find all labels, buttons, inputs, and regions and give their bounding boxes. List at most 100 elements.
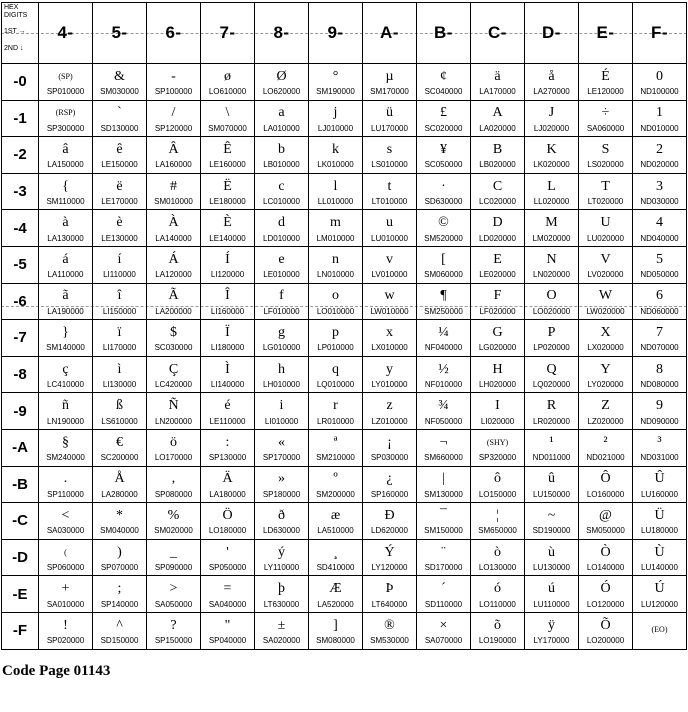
grid-cell: E LE020000: [470, 245, 525, 284]
grid-cell: Ô LO160000: [578, 465, 633, 504]
cell-char: Õ: [600, 617, 611, 633]
grid-cell: ú LU110000: [524, 575, 579, 613]
cell-code: LK010000: [317, 160, 354, 170]
cell-code: SD150000: [100, 636, 139, 646]
cell-char: ,: [171, 471, 176, 487]
cell-code: LU020000: [587, 233, 624, 243]
grid-cell: k LK010000: [308, 136, 363, 174]
cell-code: LG020000: [478, 343, 517, 353]
cell-char: ¶: [440, 288, 447, 304]
cell-code: SP120000: [154, 123, 193, 133]
cell-char: µ: [385, 68, 394, 84]
cell-char: ]: [333, 617, 338, 633]
cell-code: LI120000: [210, 270, 245, 280]
grid-cell: ' SP050000: [200, 538, 255, 577]
cell-code: SP110000: [47, 489, 84, 499]
grid-cell: + SA010000: [38, 575, 93, 613]
cell-code: LO190000: [478, 636, 517, 646]
grid-cell: » SP180000: [254, 465, 309, 504]
cell-char: r: [333, 398, 338, 414]
grid-cell: Y LY020000: [578, 355, 633, 394]
cell-code: LI140000: [210, 380, 245, 390]
cell-code: SD190000: [532, 526, 571, 536]
grid-cell: _ SP090000: [146, 538, 201, 577]
table-row: -D(SP060000) SP070000 _ SP090000 ' SP050000 ý L…: [1, 538, 687, 577]
cell-code: LP020000: [533, 343, 570, 353]
cell-code: ND011000: [532, 453, 571, 463]
cell-code: LW020000: [586, 306, 625, 316]
grid-cell: 1 ND010000: [632, 99, 687, 138]
cell-char: 6: [656, 288, 663, 304]
cell-code: SC040000: [424, 87, 463, 97]
grid-cell: ¥ SC050000: [416, 136, 471, 174]
grid-cell: V LV020000: [578, 245, 633, 284]
cell-code: SD130000: [100, 123, 139, 133]
cell-char: L: [547, 178, 556, 194]
cell-code: LV010000: [371, 270, 408, 280]
cell-code: SM040000: [100, 526, 139, 536]
cell-code: LU170000: [371, 123, 408, 133]
cell-code: LN020000: [533, 270, 570, 280]
cell-code: LD010000: [263, 233, 300, 243]
cell-char: F: [493, 288, 502, 304]
grid-cell: c LC010000: [254, 172, 309, 211]
grid-cell: ¹ ND011000: [524, 428, 579, 467]
cell-char: 8: [656, 361, 663, 377]
grid-cell: (SP) SP010000: [38, 63, 93, 101]
grid-cell: Á LA120000: [146, 245, 201, 284]
cell-code: LI010000: [264, 416, 299, 426]
row-header-1: -1: [1, 99, 39, 138]
grid-cell: 2 ND020000: [632, 136, 687, 174]
cell-code: LB020000: [479, 160, 516, 170]
cell-code: LT630000: [263, 599, 300, 609]
row-header-8: -8: [1, 355, 39, 394]
cell-char: V: [600, 251, 611, 267]
grid-cell: = SA040000: [200, 575, 255, 613]
table-row: -9 ñ LN190000 ß LS610000 Ñ LN200000 é LE110000 i L…: [1, 392, 687, 430]
grid-cell: í LI110000: [92, 245, 147, 284]
grid-cell: Æ LA520000: [308, 575, 363, 613]
grid-cell: Þ LT640000: [362, 575, 417, 613]
table-row: -5 á LA110000 í LI110000 Á LA120000 Í LI120000 e L…: [1, 245, 687, 284]
cell-char: u: [386, 215, 393, 231]
cell-char: Å: [114, 471, 125, 487]
cell-code: SA040000: [208, 599, 247, 609]
cell-char: ·: [441, 178, 446, 194]
cell-code: LU130000: [533, 563, 570, 573]
grid-cell: s LS010000: [362, 136, 417, 174]
cell-code: LL010000: [317, 197, 354, 207]
cell-char: (SP): [58, 71, 73, 81]
grid-cell: ¼ NF040000: [416, 319, 471, 357]
cell-code: SP060000: [46, 563, 85, 573]
cell-code: ND090000: [640, 416, 679, 426]
cell-code: LC410000: [47, 380, 84, 390]
code-page-table: HEX DIGITS 1ST → 2ND ↓ 4- 5- 6- 7- 8- 9- A- B- C…: [1, 2, 687, 650]
cell-char: ¡: [387, 434, 392, 450]
cell-char: o: [332, 288, 339, 304]
cell-code: LI130000: [102, 380, 137, 390]
cell-char: e: [278, 251, 285, 267]
grid-cell: ; SP140000: [92, 575, 147, 613]
cell-code: LR010000: [317, 416, 354, 426]
cell-char: U: [600, 215, 611, 231]
cell-char: ù: [548, 544, 555, 560]
cell-code: LS010000: [371, 160, 408, 170]
cell-code: SM110000: [46, 197, 85, 207]
table-row: -4 à LA130000 è LE130000 À LA140000 È LE140000 d L…: [1, 209, 687, 247]
grid-cell: Ú LU120000: [632, 575, 687, 613]
cell-code: SP130000: [208, 453, 247, 463]
cell-code: ND070000: [640, 343, 679, 353]
cell-code: LW010000: [370, 306, 409, 316]
cell-char: T: [601, 178, 610, 194]
cell-char: Ö: [222, 507, 233, 523]
cell-char: /: [171, 105, 176, 121]
cell-char: °: [332, 68, 339, 84]
grid-cell: ó LO110000: [470, 575, 525, 613]
grid-cell: g LG010000: [254, 319, 309, 357]
grid-cell: ° SM190000: [308, 63, 363, 101]
grid-cell: z LZ010000: [362, 392, 417, 430]
table-row: -0 (SP) SP010000 & SM030000 - SP100000 ø LO61000…: [1, 63, 687, 101]
cell-char: ñ: [62, 398, 69, 414]
grid-cell: ¦ SM650000: [470, 502, 525, 540]
grid-cell: Û LU160000: [632, 465, 687, 504]
